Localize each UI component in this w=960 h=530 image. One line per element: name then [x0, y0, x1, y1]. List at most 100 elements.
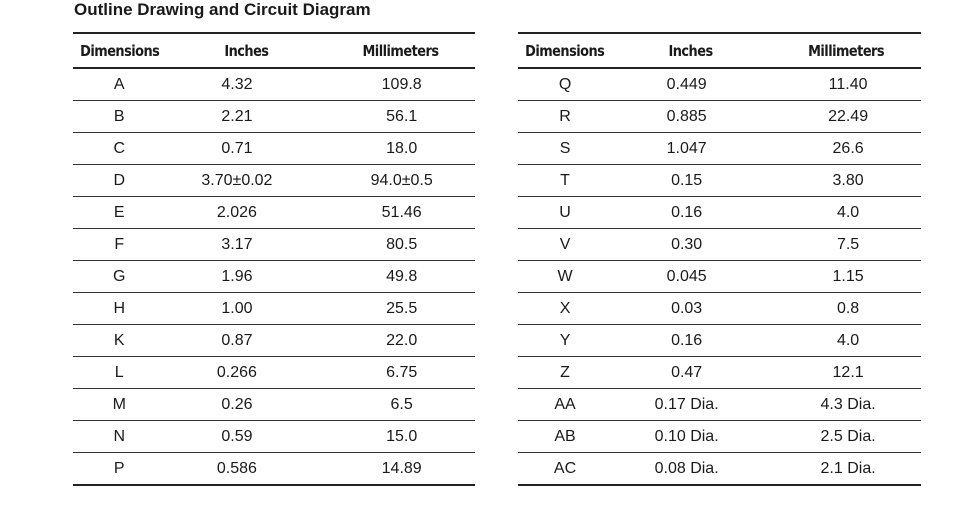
- cell-dimension: A: [73, 68, 176, 101]
- table-row: U 0.16 4.0: [518, 196, 921, 229]
- cell-millimeters: 12.1: [761, 356, 921, 389]
- cell-millimeters: 22.49: [761, 100, 921, 133]
- cell-millimeters: 2.1 Dia.: [820, 459, 876, 477]
- cell-millimeters: 14.89: [381, 459, 422, 477]
- cell-inches: 0.449: [620, 68, 762, 101]
- table-row: A 4.32 109.8: [73, 68, 475, 101]
- table-row: AA 0.17 Dia. 4.3 Dia.: [518, 388, 921, 421]
- table-row: AC 0.08 Dia. 2.1 Dia.: [518, 453, 921, 486]
- cell-dimension: Y: [518, 324, 621, 357]
- cell-millimeters: 2.5 Dia.: [761, 420, 921, 453]
- cell-inches: 0.17 Dia.: [620, 388, 762, 421]
- cell-inches: 0.10 Dia.: [620, 420, 762, 453]
- cell-millimeters: 94.0±0.5: [316, 164, 475, 197]
- dimensions-table-left: Dimensions Inches Millimeters A 4.32 109.8…: [73, 32, 475, 486]
- cell-inches: 0.16: [620, 324, 762, 357]
- table-row: K 0.87 22.0: [73, 324, 475, 357]
- cell-dimension: P: [113, 459, 125, 477]
- dimensions-table-right: Dimensions Inches Millimeters Q 0.449 11.4…: [518, 32, 921, 486]
- cell-dimension: X: [518, 292, 621, 325]
- cell-dimension: AA: [518, 388, 621, 421]
- cell-inches: 4.32: [175, 68, 317, 101]
- cell-millimeters: 7.5: [761, 228, 921, 261]
- cell-dimension: AC: [553, 459, 577, 477]
- cell-inches: 0.26: [175, 388, 317, 421]
- cell-millimeters: 56.1: [316, 100, 475, 133]
- cell-millimeters: 4.3 Dia.: [761, 388, 921, 421]
- cell-millimeters: 6.5: [316, 388, 475, 421]
- table-row: Z 0.47 12.1: [518, 356, 921, 389]
- cell-millimeters: 1.15: [761, 260, 921, 293]
- cell-inches: 0.47: [620, 356, 762, 389]
- cell-dimension: E: [73, 196, 176, 229]
- cell-dimension: N: [73, 420, 176, 453]
- cell-inches: 1.047: [620, 132, 762, 165]
- table-row: P 0.586 14.89: [73, 453, 475, 486]
- table-row: E 2.026 51.46: [73, 196, 475, 229]
- cell-dimension: Z: [518, 356, 621, 389]
- header-inches: Inches: [629, 33, 752, 69]
- cell-millimeters: 80.5: [316, 228, 475, 261]
- table-header-row: Dimensions Inches Millimeters: [518, 33, 921, 69]
- cell-inches: 0.16: [620, 196, 762, 229]
- header-dimensions: Dimensions: [525, 33, 613, 69]
- table-row: L 0.266 6.75: [73, 356, 475, 389]
- table-row: Q 0.449 11.40: [518, 68, 921, 101]
- cell-millimeters: 4.0: [761, 324, 921, 357]
- cell-millimeters: 11.40: [761, 68, 921, 101]
- cell-inches: 0.87: [175, 324, 317, 357]
- table-header-row: Dimensions Inches Millimeters: [73, 33, 475, 69]
- cell-dimension: Q: [518, 68, 621, 101]
- table-row: T 0.15 3.80: [518, 164, 921, 197]
- table-row: Y 0.16 4.0: [518, 324, 921, 357]
- cell-inches: 0.59: [175, 420, 317, 453]
- table-row: D 3.70±0.02 94.0±0.5: [73, 164, 475, 197]
- cell-dimension: C: [73, 132, 176, 165]
- cell-dimension: K: [73, 324, 176, 357]
- cell-millimeters: 18.0: [316, 132, 475, 165]
- cell-inches: 2.21: [175, 100, 317, 133]
- table-row: F 3.17 80.5: [73, 228, 475, 261]
- header-millimeters: Millimeters: [772, 33, 910, 69]
- cell-dimension: U: [518, 196, 621, 229]
- cell-inches: 2.026: [175, 196, 317, 229]
- table-row: M 0.26 6.5: [73, 388, 475, 421]
- cell-inches: 1.00: [175, 292, 317, 325]
- cell-inches: 0.71: [175, 132, 317, 165]
- cell-inches: 0.586: [216, 459, 257, 477]
- cell-dimension: D: [73, 164, 176, 197]
- page-title: Outline Drawing and Circuit Diagram: [74, 0, 371, 19]
- cell-millimeters: 49.8: [316, 260, 475, 293]
- table-row: AB 0.10 Dia. 2.5 Dia.: [518, 420, 921, 453]
- cell-inches: 3.70±0.02: [175, 164, 317, 197]
- cell-millimeters: 6.75: [316, 356, 475, 389]
- table-row: G 1.96 49.8: [73, 260, 475, 293]
- cell-inches: 1.96: [175, 260, 317, 293]
- table-row: N 0.59 15.0: [73, 420, 475, 453]
- cell-millimeters: 0.8: [761, 292, 921, 325]
- header-inches: Inches: [185, 33, 307, 69]
- cell-dimension: M: [73, 388, 176, 421]
- table-row: H 1.00 25.5: [73, 292, 475, 325]
- cell-inches: 0.15: [620, 164, 762, 197]
- cell-millimeters: 3.80: [761, 164, 921, 197]
- cell-millimeters: 22.0: [316, 324, 475, 357]
- cell-dimension: H: [73, 292, 176, 325]
- cell-inches: 0.266: [175, 356, 317, 389]
- cell-dimension: W: [518, 260, 621, 293]
- table-row: V 0.30 7.5: [518, 228, 921, 261]
- cell-dimension: AB: [518, 420, 621, 453]
- cell-inches: 0.08 Dia.: [654, 459, 719, 477]
- cell-dimension: F: [73, 228, 176, 261]
- table-row: B 2.21 56.1: [73, 100, 475, 133]
- cell-millimeters: 109.8: [316, 68, 475, 101]
- cell-inches: 0.03: [620, 292, 762, 325]
- header-millimeters: Millimeters: [327, 33, 464, 69]
- cell-millimeters: 51.46: [316, 196, 475, 229]
- cell-dimension: R: [518, 100, 621, 133]
- cell-dimension: V: [518, 228, 621, 261]
- table-row: X 0.03 0.8: [518, 292, 921, 325]
- cell-inches: 0.885: [620, 100, 762, 133]
- cell-dimension: B: [73, 100, 176, 133]
- cell-dimension: T: [518, 164, 621, 197]
